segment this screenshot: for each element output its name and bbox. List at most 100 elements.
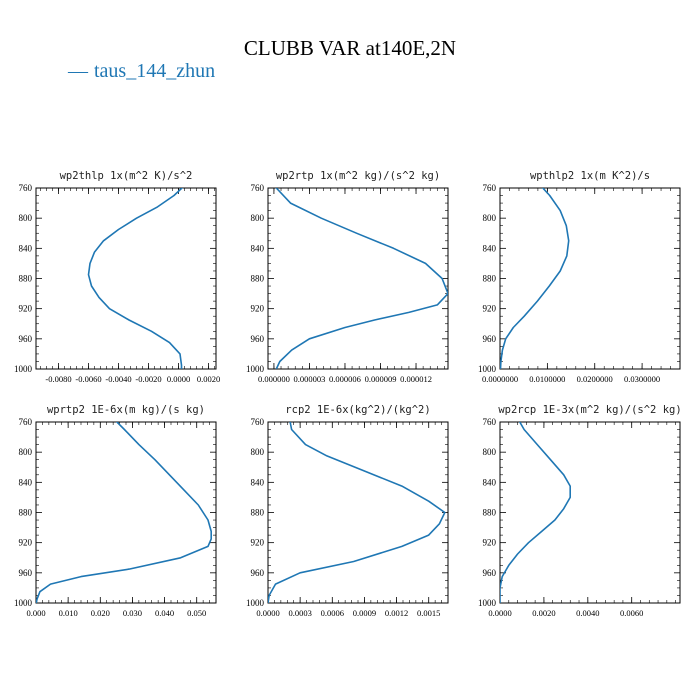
legend-line-icon: — — [68, 60, 88, 82]
y-tick-label: 840 — [19, 477, 33, 487]
x-tick-label: 0.0012 — [385, 608, 408, 618]
y-tick-label: 760 — [251, 183, 265, 193]
series-line — [500, 188, 570, 369]
plot-frame — [499, 187, 681, 370]
y-tick-label: 1000 — [246, 598, 265, 608]
x-tick-label: 0.0006 — [321, 608, 344, 618]
x-tick-label: 0.000000 — [258, 374, 290, 384]
y-tick-label: 1000 — [478, 364, 497, 374]
plot-frame — [267, 187, 449, 370]
y-tick-label: 960 — [19, 568, 33, 578]
x-tick-label: 0.0100000 — [529, 374, 565, 384]
plot-frame — [35, 421, 217, 604]
panel-title: wpthlp2 1x(m K^2)/s — [530, 170, 650, 182]
x-tick-label: 0.0200000 — [577, 374, 613, 384]
x-tick-label: 0.0000 — [256, 608, 279, 618]
plot-frame — [35, 187, 217, 370]
legend: — taus_144_zhun — [68, 60, 215, 83]
y-tick-label: 920 — [251, 304, 265, 314]
x-tick-label: 0.000 — [26, 608, 45, 618]
page-title: CLUBB VAR at140E,2N — [243, 36, 457, 60]
x-tick-label: 0.0000000 — [482, 374, 518, 384]
series-line — [87, 188, 184, 369]
x-tick-label: 0.0015 — [417, 608, 440, 618]
panel-title: wp2rtp 1x(m^2 kg)/(s^2 kg) — [276, 170, 440, 182]
y-tick-label: 920 — [251, 538, 265, 548]
x-tick-label: 0.050 — [187, 608, 206, 618]
y-tick-label: 840 — [19, 243, 33, 253]
x-tick-label: 0.000003 — [294, 374, 326, 384]
y-tick-label: 800 — [19, 447, 33, 457]
y-tick-label: 800 — [19, 213, 33, 223]
x-tick-label: 0.0020 — [532, 608, 555, 618]
y-tick-label: 880 — [19, 274, 33, 284]
y-tick-label: 800 — [483, 447, 497, 457]
panel-3: wpthlp2 1x(m K^2)/s 760 800 840 880 920 960 100… — [478, 170, 681, 384]
series-line — [500, 422, 572, 603]
y-tick-label: 840 — [251, 243, 265, 253]
x-tick-label: 0.0040 — [576, 608, 599, 618]
y-tick-label: 960 — [483, 568, 497, 578]
y-tick-label: 880 — [483, 274, 497, 284]
y-tick-label: 800 — [251, 213, 265, 223]
x-tick-label: 0.0009 — [353, 608, 376, 618]
y-tick-label: 960 — [251, 568, 265, 578]
panel-title: wp2rcp 1E-3x(m^2 kg)/(s^2 kg) — [498, 404, 681, 416]
y-tick-label: 840 — [251, 477, 265, 487]
y-tick-label: 920 — [19, 538, 33, 548]
y-tick-label: 920 — [19, 304, 33, 314]
plot-frame — [499, 421, 681, 604]
y-tick-label: 760 — [19, 183, 33, 193]
x-tick-label: 0.000012 — [400, 374, 432, 384]
y-tick-label: 760 — [483, 417, 497, 427]
y-tick-label: 1000 — [14, 364, 33, 374]
x-tick-label: 0.0020 — [197, 374, 220, 384]
x-tick-label: 0.0000 — [488, 608, 511, 618]
y-tick-label: 960 — [483, 334, 497, 344]
y-tick-label: 840 — [483, 477, 497, 487]
x-tick-label: -0.0040 — [105, 374, 131, 384]
series-line — [268, 422, 446, 603]
x-tick-label: 0.0060 — [620, 608, 643, 618]
x-tick-label: -0.0080 — [45, 374, 71, 384]
x-tick-label: 0.020 — [91, 608, 110, 618]
panel-title: rcp2 1E-6x(kg^2)/(kg^2) — [285, 404, 430, 416]
panel-2: wp2rtp 1x(m^2 kg)/(s^2 kg) 760 800 840 880 92… — [246, 170, 449, 384]
y-tick-label: 1000 — [14, 598, 33, 608]
y-tick-label: 960 — [19, 334, 33, 344]
x-tick-label: 0.030 — [123, 608, 142, 618]
legend-label: taus_144_zhun — [94, 60, 216, 82]
y-tick-label: 800 — [483, 213, 497, 223]
y-tick-label: 760 — [19, 417, 33, 427]
x-tick-label: 0.000006 — [329, 374, 361, 384]
y-tick-label: 960 — [251, 334, 265, 344]
y-tick-label: 760 — [483, 183, 497, 193]
y-tick-label: 1000 — [478, 598, 497, 608]
y-tick-label: 880 — [483, 508, 497, 518]
y-tick-label: 880 — [251, 274, 265, 284]
panel-title: wprtp2 1E-6x(m kg)/(s kg) — [47, 404, 205, 416]
panel-1: wp2thlp 1x(m^2 K)/s^2 760 800 840 880 920 960 1… — [14, 170, 220, 384]
y-tick-label: 920 — [483, 304, 497, 314]
x-tick-label: 0.000009 — [365, 374, 397, 384]
y-tick-label: 800 — [251, 447, 265, 457]
y-tick-label: 920 — [483, 538, 497, 548]
y-tick-label: 840 — [483, 243, 497, 253]
x-tick-label: -0.0020 — [135, 374, 161, 384]
series-line — [275, 188, 448, 369]
y-tick-label: 880 — [19, 508, 33, 518]
panel-5: rcp2 1E-6x(kg^2)/(kg^2) 760 800 840 880 920 96… — [246, 404, 449, 618]
x-tick-label: 0.0000 — [167, 374, 190, 384]
x-tick-label: -0.0060 — [75, 374, 101, 384]
panel-title: wp2thlp 1x(m^2 K)/s^2 — [60, 170, 193, 182]
y-tick-label: 1000 — [246, 364, 265, 374]
x-tick-label: 0.010 — [59, 608, 78, 618]
x-tick-label: 0.0300000 — [624, 374, 660, 384]
series-line — [36, 422, 212, 603]
y-tick-label: 880 — [251, 508, 265, 518]
panel-4: wprtp2 1E-6x(m kg)/(s kg) 760 800 840 880 920… — [14, 404, 217, 618]
y-tick-label: 760 — [251, 417, 265, 427]
x-tick-label: 0.0003 — [288, 608, 311, 618]
panel-6: wp2rcp 1E-3x(m^2 kg)/(s^2 kg)760 800 840 88… — [478, 404, 682, 618]
